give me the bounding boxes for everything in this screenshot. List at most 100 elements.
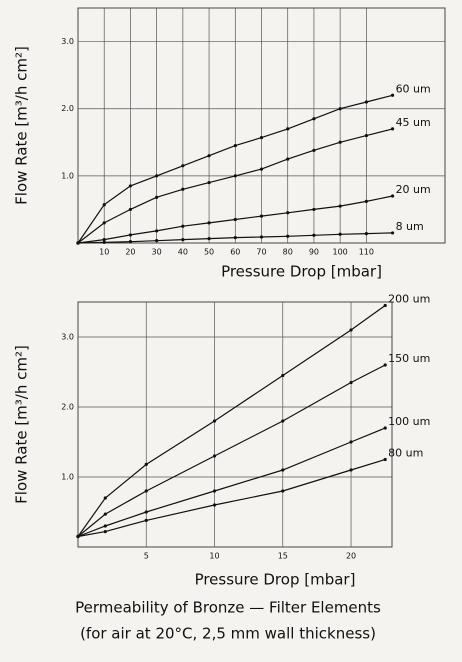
data-point — [390, 231, 395, 235]
data-point — [212, 419, 217, 423]
data-point — [76, 241, 80, 245]
series-label: 80 um — [388, 447, 423, 460]
data-point — [103, 512, 107, 516]
data-point — [312, 233, 316, 237]
series-label: 150 um — [388, 352, 430, 365]
data-point — [281, 468, 285, 472]
data-point — [212, 503, 217, 507]
data-point — [286, 127, 290, 131]
data-point — [349, 440, 353, 444]
data-point — [144, 462, 148, 466]
data-point — [102, 238, 106, 242]
data-point — [181, 224, 185, 228]
data-point — [144, 518, 148, 523]
y-axis-title: Flow Rate [m³/h cm²] — [13, 345, 31, 504]
data-point — [364, 133, 368, 138]
data-point — [286, 234, 290, 238]
data-point — [390, 194, 395, 198]
series-label: 8 um — [396, 220, 424, 233]
y-tick-label: 1.0 — [61, 473, 74, 482]
data-point — [103, 530, 107, 534]
x-tick-label: 90 — [309, 248, 319, 257]
data-point — [207, 180, 211, 185]
x-axis-title: Pressure Drop [mbar] — [195, 571, 356, 589]
x-tick-label: 100 — [333, 248, 348, 257]
x-tick-label: 70 — [256, 248, 266, 257]
data-point — [102, 221, 106, 225]
caption-line: Permeability of Bronze — Filter Elements — [75, 599, 381, 617]
x-tick-label: 30 — [152, 248, 162, 257]
data-point — [390, 93, 395, 97]
data-point — [128, 184, 133, 188]
data-point — [155, 229, 159, 233]
data-point — [390, 127, 395, 131]
data-point — [338, 232, 342, 236]
y-tick-label: 3.0 — [61, 37, 74, 46]
data-point — [181, 187, 185, 191]
data-point — [103, 524, 107, 528]
data-point — [286, 211, 290, 215]
data-point — [155, 195, 159, 199]
data-point — [281, 489, 285, 493]
series-label: 60 um — [396, 82, 431, 95]
series-label: 20 um — [396, 183, 431, 196]
caption-line: (for air at 20°C, 2,5 mm wall thickness) — [80, 625, 376, 643]
data-point — [383, 457, 387, 462]
data-point — [207, 154, 211, 158]
data-point — [349, 380, 353, 385]
x-tick-label: 5 — [144, 552, 149, 561]
data-point — [181, 238, 185, 242]
data-point — [312, 207, 316, 212]
y-tick-label: 3.0 — [61, 333, 74, 342]
x-tick-label: 15 — [278, 552, 288, 561]
plot-frame — [77, 301, 393, 548]
data-point — [383, 426, 387, 430]
data-point — [383, 363, 387, 367]
data-point — [259, 235, 264, 239]
y-axis-title: Flow Rate [m³/h cm²] — [13, 46, 31, 205]
series-line — [77, 458, 386, 538]
data-point — [338, 107, 342, 111]
data-point — [181, 164, 185, 168]
data-point — [76, 534, 80, 539]
data-point — [312, 148, 316, 152]
data-point — [207, 237, 211, 241]
data-point — [155, 239, 159, 243]
data-point — [364, 100, 368, 104]
series-label: 200 um — [388, 293, 430, 306]
data-point — [103, 496, 107, 500]
data-point — [338, 140, 342, 144]
x-tick-label: 20 — [346, 552, 356, 561]
data-point — [312, 117, 316, 121]
data-point — [212, 454, 217, 458]
x-tick-label: 60 — [230, 248, 240, 257]
x-tick-label: 40 — [178, 248, 188, 257]
x-tick-label: 20 — [125, 248, 135, 257]
data-point — [128, 207, 133, 212]
x-tick-label: 50 — [204, 248, 214, 257]
data-point — [233, 144, 237, 148]
data-point — [212, 489, 217, 493]
data-point — [144, 489, 148, 493]
data-point — [233, 217, 237, 222]
data-point — [102, 203, 106, 207]
series-label: 45 um — [396, 116, 431, 129]
data-point — [233, 236, 237, 240]
data-point — [286, 157, 290, 161]
data-point — [102, 240, 106, 244]
data-point — [364, 199, 368, 203]
y-tick-label: 2.0 — [61, 104, 74, 113]
data-point — [349, 328, 353, 332]
x-tick-label: 80 — [283, 248, 293, 257]
data-point — [155, 174, 159, 178]
data-point — [281, 373, 285, 378]
data-point — [338, 204, 342, 208]
data-point — [259, 214, 264, 218]
y-tick-label: 2.0 — [61, 403, 74, 412]
data-point — [233, 174, 237, 178]
x-axis-title: Pressure Drop [mbar] — [221, 263, 382, 281]
data-point — [128, 233, 133, 237]
data-point — [364, 232, 368, 236]
